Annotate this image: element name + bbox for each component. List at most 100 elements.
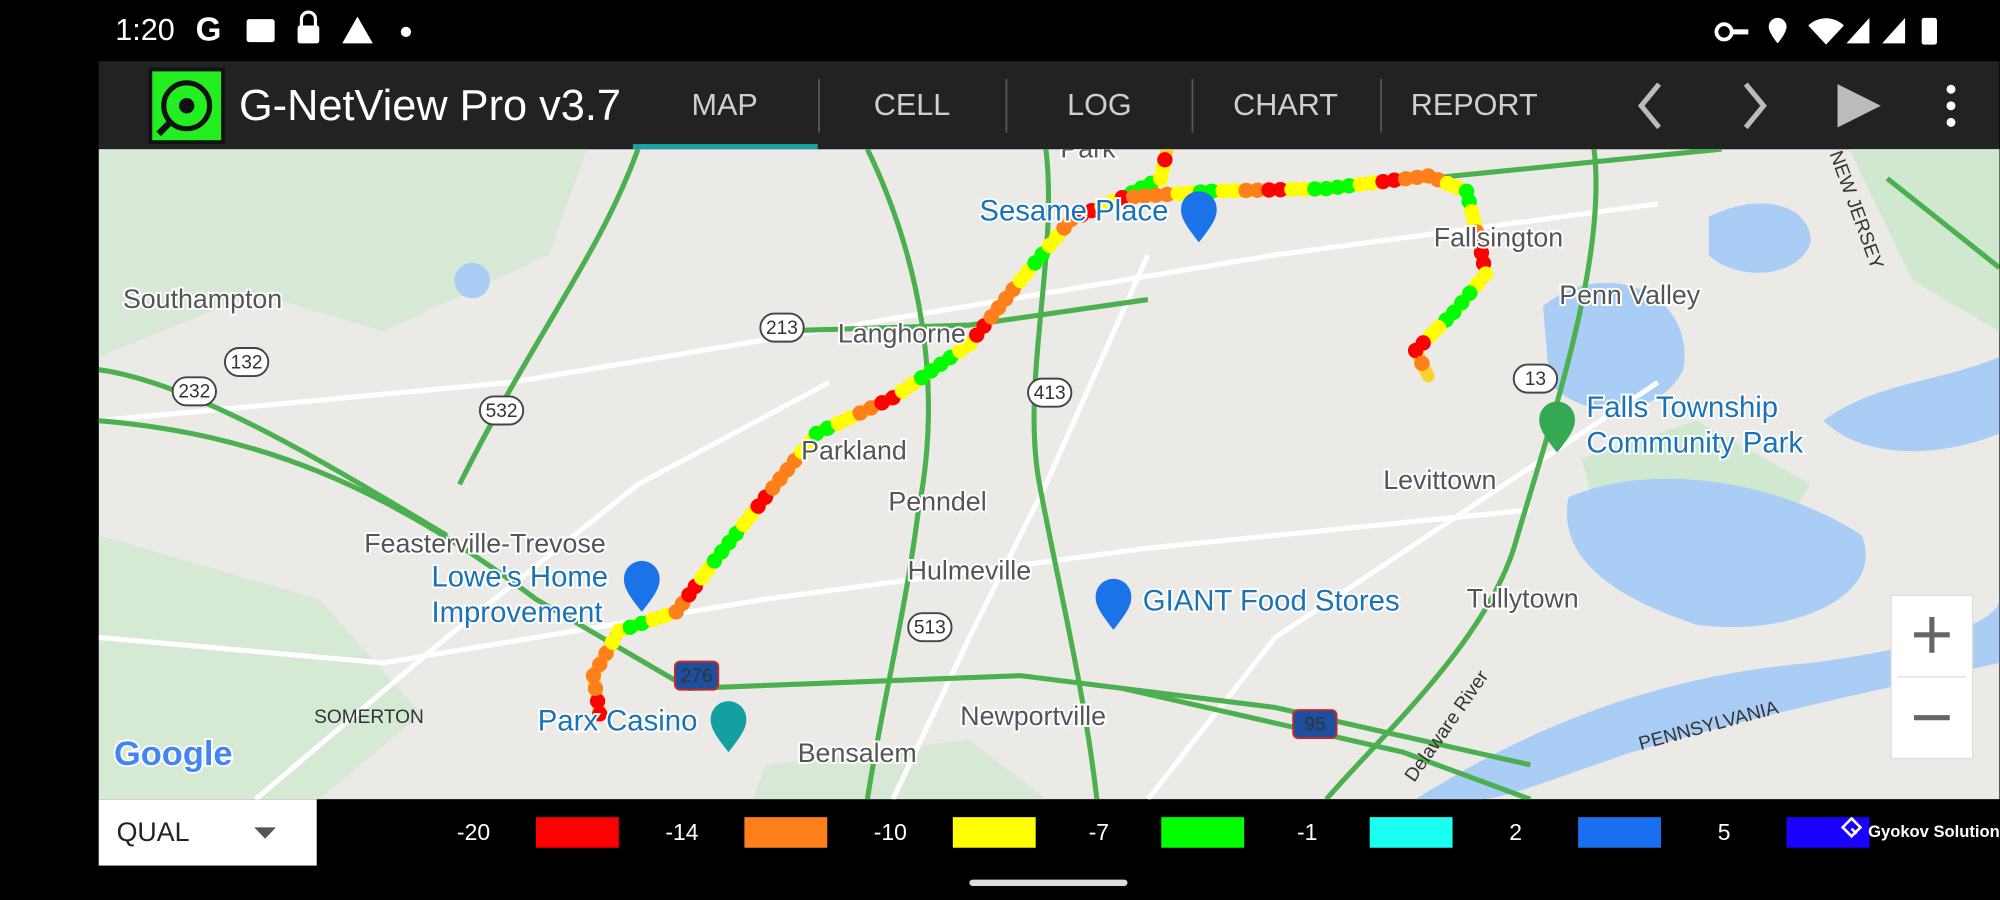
map-label: Langhorne <box>838 318 966 348</box>
route-sample <box>1215 183 1231 199</box>
play-button[interactable] <box>1837 84 1881 128</box>
map-label: GIANT Food Stores <box>1143 585 1400 618</box>
legend-label: 5 <box>1718 819 1731 845</box>
svg-text:G: G <box>196 12 222 49</box>
brand-name: Gyokov Solutions <box>1868 822 2000 841</box>
route-sample <box>1407 342 1424 359</box>
map-water <box>454 203 2000 800</box>
app-bar <box>98 61 2000 150</box>
route-sample <box>1125 189 1142 205</box>
route-sample <box>1330 179 1346 195</box>
route-shield-label: 213 <box>766 318 798 339</box>
tab[interactable]: CHART <box>1233 88 1338 122</box>
route-sample <box>589 693 606 709</box>
tab[interactable]: LOG <box>1067 88 1132 122</box>
route-sample <box>1284 181 1300 198</box>
route-shield <box>673 660 720 691</box>
route-shield-label: 276 <box>681 666 713 687</box>
legend-swatch <box>1161 817 1245 848</box>
map-label: Falls Township <box>1586 391 1778 424</box>
prev-button[interactable] <box>1637 82 1662 130</box>
legend-swatch <box>1369 817 1453 848</box>
status-icons: G <box>196 10 1937 49</box>
quality-selector[interactable] <box>98 799 317 866</box>
menu-button[interactable] <box>1946 84 1956 127</box>
map-label: Park <box>1060 134 1116 164</box>
next-button[interactable] <box>1743 82 1767 130</box>
map-label: Parkland <box>801 436 907 466</box>
home-indicator <box>969 879 1128 886</box>
route-sample <box>1386 172 1402 188</box>
route-sample <box>1114 189 1131 206</box>
route-sample <box>1261 182 1277 198</box>
route-sample <box>1414 355 1430 371</box>
map-label: Lowe's Home <box>431 561 608 594</box>
route-sample <box>1295 181 1312 197</box>
route-shield-label: 513 <box>914 618 946 639</box>
map-label: Parx Casino <box>538 705 698 738</box>
app-logo <box>148 67 225 145</box>
legend-label: 2 <box>1509 819 1522 845</box>
route-shield-label: 532 <box>486 401 518 422</box>
legend: -20 -14 -10 -7 -1 2 5 <box>457 817 1870 848</box>
legend-swatch <box>1578 817 1661 848</box>
zoom-controls <box>1890 594 1974 760</box>
tab[interactable]: MAP <box>692 88 758 122</box>
route-shield-label: 132 <box>231 352 263 373</box>
route-sample <box>592 706 608 722</box>
route-shield <box>1512 363 1559 394</box>
map-label: SOMERTON <box>314 707 424 728</box>
route-sample <box>587 680 604 697</box>
legend-label: -7 <box>1089 819 1109 845</box>
map-label: Feasterville-Trevose <box>364 529 605 559</box>
map[interactable]: 213 132 232 532 413 13 513 276 95 Park Sesame Pla… <box>98 134 2000 800</box>
app-title: G-NetView Pro v3.7 <box>239 82 621 130</box>
route-sample <box>592 656 608 673</box>
route-shield <box>907 612 953 643</box>
route-sample <box>1159 186 1175 203</box>
route-shield <box>1292 709 1338 740</box>
map-label: Newportville <box>960 701 1106 731</box>
zoom-in[interactable] <box>1914 616 1950 653</box>
route-shield-label: 413 <box>1034 383 1066 404</box>
tab[interactable]: REPORT <box>1411 88 1538 122</box>
route-sample <box>1226 183 1243 199</box>
route-shield <box>171 376 217 407</box>
route-shields: 213 132 232 532 413 13 513 276 95 <box>171 312 1559 740</box>
map-label: Improvement <box>431 596 602 629</box>
legend-swatch <box>952 817 1036 848</box>
map-pins <box>623 191 1575 753</box>
route-sample <box>1307 181 1323 197</box>
route-sample <box>1364 175 1380 191</box>
legend-swatch <box>535 817 619 848</box>
legend-label: -10 <box>874 819 907 845</box>
dropdown-arrow[interactable] <box>254 827 276 839</box>
status-time: 1:20 <box>115 13 175 47</box>
legend-label: -20 <box>457 819 490 845</box>
route-shield-label: 95 <box>1304 714 1325 735</box>
brand-logo <box>1840 816 1863 839</box>
route-sample <box>1157 152 1173 168</box>
tab-indicator <box>632 144 818 150</box>
route-shield-label: 13 <box>1525 369 1546 390</box>
nav-icons <box>1637 82 1767 130</box>
route-sample <box>1375 173 1391 190</box>
route-sample <box>1272 182 1289 198</box>
route-sample <box>1249 182 1266 198</box>
route-sample <box>604 634 621 650</box>
route-shield <box>478 395 525 426</box>
route-shield <box>1027 377 1073 408</box>
map-label: Bensalem <box>798 738 917 768</box>
route-sample <box>1148 187 1164 203</box>
map-label: Penn Valley <box>1559 280 1700 310</box>
route-sample <box>1170 185 1186 202</box>
route-sample <box>1352 176 1368 193</box>
google-logo: Google <box>114 735 233 773</box>
tab[interactable]: CELL <box>874 88 951 122</box>
map-label: Fallsington <box>1434 223 1563 253</box>
route-sample <box>598 645 614 661</box>
route-sample <box>1238 182 1254 199</box>
map-label: Penndel <box>888 487 986 517</box>
